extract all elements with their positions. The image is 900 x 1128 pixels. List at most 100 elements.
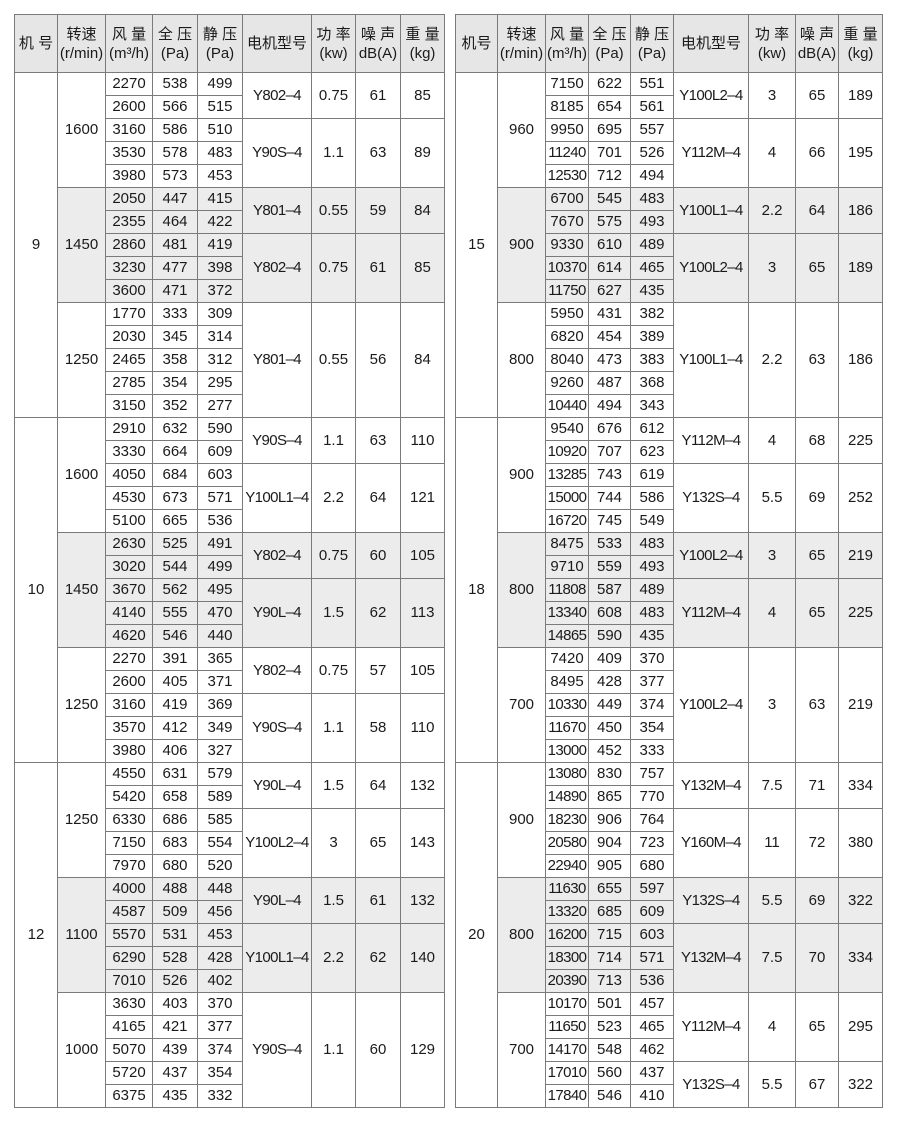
power-cell: 0.75 (311, 72, 356, 119)
noise-cell: 65 (795, 532, 839, 579)
total-pressure-cell: 435 (152, 1084, 198, 1108)
table-row: 7670 575 493 (456, 210, 883, 234)
header-line: 风 量 (111, 25, 147, 43)
speed-cell: 700 (497, 647, 546, 763)
air-flow-cell: 9260 (545, 371, 589, 395)
speed-cell: 1450 (57, 532, 106, 648)
table-row: 20580 904 723 (456, 831, 883, 855)
table-row: 2465 358 312 (15, 348, 445, 372)
air-flow-cell: 7150 (105, 831, 153, 855)
weight-cell: 85 (400, 233, 445, 303)
air-flow-cell: 3600 (105, 279, 153, 303)
air-flow-cell: 2355 (105, 210, 153, 234)
noise-cell: 68 (795, 417, 839, 464)
air-flow-cell: 14865 (545, 624, 589, 648)
table-row: 2860 481 419 Y802–4 0.75 61 85 (15, 233, 445, 303)
total-pressure-cell: 419 (152, 693, 198, 717)
weight-cell: 110 (400, 417, 445, 464)
table-row: 1450 2630 525 491 Y802–4 0.75 60 105 (15, 532, 445, 648)
air-flow-cell: 5720 (105, 1061, 153, 1085)
header-line: 静 压 (202, 25, 238, 43)
air-flow-cell: 5570 (105, 923, 153, 947)
total-pressure-cell: 676 (588, 417, 631, 441)
total-pressure-cell: 403 (152, 992, 198, 1016)
noise-cell: 67 (795, 1061, 839, 1108)
total-pressure-cell: 452 (588, 739, 631, 763)
header-noise: 噪 声 dB(A) (355, 14, 401, 73)
static-pressure-cell: 551 (630, 72, 674, 96)
air-flow-cell: 2270 (105, 72, 153, 96)
power-cell: 3 (311, 808, 356, 878)
air-flow-cell: 3160 (105, 693, 153, 717)
static-pressure-cell: 383 (630, 348, 674, 372)
weight-cell: 189 (838, 72, 883, 119)
power-cell: 4 (748, 578, 796, 648)
air-flow-cell: 10170 (545, 992, 589, 1016)
power-cell: 4 (748, 118, 796, 188)
table-row: 4050 684 603 Y100L1–4 2.2 64 121 (15, 463, 445, 533)
static-pressure-cell: 349 (197, 716, 243, 740)
table-row: 13000 452 333 (456, 739, 883, 763)
power-cell: 5.5 (748, 1061, 796, 1108)
noise-cell: 57 (355, 647, 401, 694)
air-flow-cell: 5420 (105, 785, 153, 809)
total-pressure-cell: 555 (152, 601, 198, 625)
motor-model-cell: Y90S–4 (242, 693, 312, 763)
noise-cell: 63 (795, 647, 839, 763)
total-pressure-cell: 454 (588, 325, 631, 349)
total-pressure-cell: 447 (152, 187, 198, 211)
static-pressure-cell: 770 (630, 785, 674, 809)
power-cell: 1.5 (311, 877, 356, 924)
speed-cell: 900 (497, 417, 546, 533)
noise-cell: 61 (355, 72, 401, 119)
motor-model-cell: Y132M–4 (673, 923, 749, 993)
total-pressure-cell: 665 (152, 509, 198, 533)
table-row: 11808 587 489 Y112M–4 4 65 225 (456, 578, 883, 648)
table-row: 4530 673 571 (15, 486, 445, 510)
air-flow-cell: 6700 (545, 187, 589, 211)
header-line: 电机型号 (680, 35, 741, 52)
noise-cell: 61 (355, 233, 401, 303)
total-pressure-cell: 622 (588, 72, 631, 96)
static-pressure-cell: 603 (630, 923, 674, 947)
motor-model-cell: Y802–4 (242, 647, 312, 694)
speed-cell: 900 (497, 762, 546, 878)
static-pressure-cell: 489 (630, 233, 674, 257)
table-row: 14865 590 435 (456, 624, 883, 648)
table-row: 12 1250 4550 631 579 Y90L–4 1.5 64 132 (14, 762, 445, 1108)
total-pressure-cell: 544 (152, 555, 198, 579)
weight-cell: 84 (400, 302, 445, 418)
total-pressure-cell: 684 (152, 463, 198, 487)
air-flow-cell: 7010 (105, 969, 153, 993)
motor-model-cell: Y90L–4 (242, 762, 312, 809)
power-cell: 0.75 (311, 233, 356, 303)
total-pressure-cell: 409 (588, 647, 631, 671)
header-static-pressure: 静 压 (Pa) (197, 14, 243, 73)
total-pressure-cell: 412 (152, 716, 198, 740)
motor-model-cell: Y802–4 (242, 72, 312, 119)
total-pressure-cell: 664 (152, 440, 198, 464)
total-pressure-cell: 354 (152, 371, 198, 395)
static-pressure-cell: 314 (197, 325, 243, 349)
table-row: 700 10170 501 457 Y112M–4 4 65 295 (456, 992, 883, 1108)
air-flow-cell: 2860 (105, 233, 153, 257)
table-row: 3570 412 349 (15, 716, 445, 740)
static-pressure-cell: 557 (630, 118, 674, 142)
total-pressure-cell: 358 (152, 348, 198, 372)
noise-cell: 59 (355, 187, 401, 234)
air-flow-cell: 2600 (105, 670, 153, 694)
static-pressure-cell: 415 (197, 187, 243, 211)
noise-cell: 65 (355, 808, 401, 878)
total-pressure-cell: 575 (588, 210, 631, 234)
table-row: 15000 744 586 (456, 486, 883, 510)
header-air-flow: 风 量 (m³/h) (545, 14, 589, 73)
weight-cell: 322 (838, 1061, 883, 1108)
header-line: (kg) (409, 44, 436, 62)
air-flow-cell: 14890 (545, 785, 589, 809)
table-row: 2600 405 371 (15, 670, 445, 694)
total-pressure-cell: 526 (152, 969, 198, 993)
air-flow-cell: 13080 (545, 762, 589, 786)
power-cell: 1.1 (311, 693, 356, 763)
air-flow-cell: 4165 (105, 1015, 153, 1039)
air-flow-cell: 9330 (545, 233, 589, 257)
